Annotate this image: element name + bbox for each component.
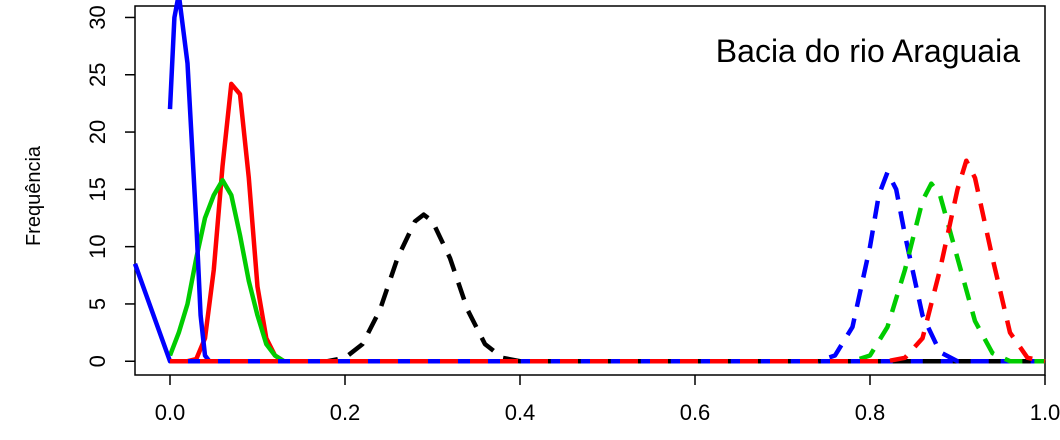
series-line-4	[170, 212, 1045, 364]
x-tick-label: 0.0	[155, 400, 186, 425]
series-line-5	[170, 169, 1045, 364]
y-tick-label: 25	[85, 63, 110, 87]
y-tick-label: 5	[85, 298, 110, 310]
x-tick-label: 0.2	[330, 400, 361, 425]
x-tick-label: 1.0	[1030, 400, 1060, 425]
y-tick-label: 15	[85, 177, 110, 201]
x-tick-label: 0.6	[680, 400, 711, 425]
x-tick-label: 0.8	[855, 400, 886, 425]
y-axis-title: Frequência	[23, 145, 45, 246]
y-tick-label: 30	[85, 5, 110, 29]
y-tick-label: 10	[85, 234, 110, 258]
y-axis: 0 5 10 15 20 25 30	[85, 5, 135, 367]
plot-frame	[134, 5, 1046, 376]
chart-annotation: Bacia do rio Araguaia	[716, 33, 1020, 69]
series-line-6	[170, 181, 1045, 364]
series-layer	[132, 0, 1046, 364]
x-tick-label: 0.4	[505, 400, 536, 425]
y-tick-label: 20	[85, 120, 110, 144]
series-line-7	[170, 158, 1046, 364]
series-line-1	[170, 81, 1045, 364]
y-tick-label: 0	[85, 355, 110, 367]
x-axis: 0.0 0.2 0.4 0.6 0.8 1.0	[155, 375, 1060, 425]
